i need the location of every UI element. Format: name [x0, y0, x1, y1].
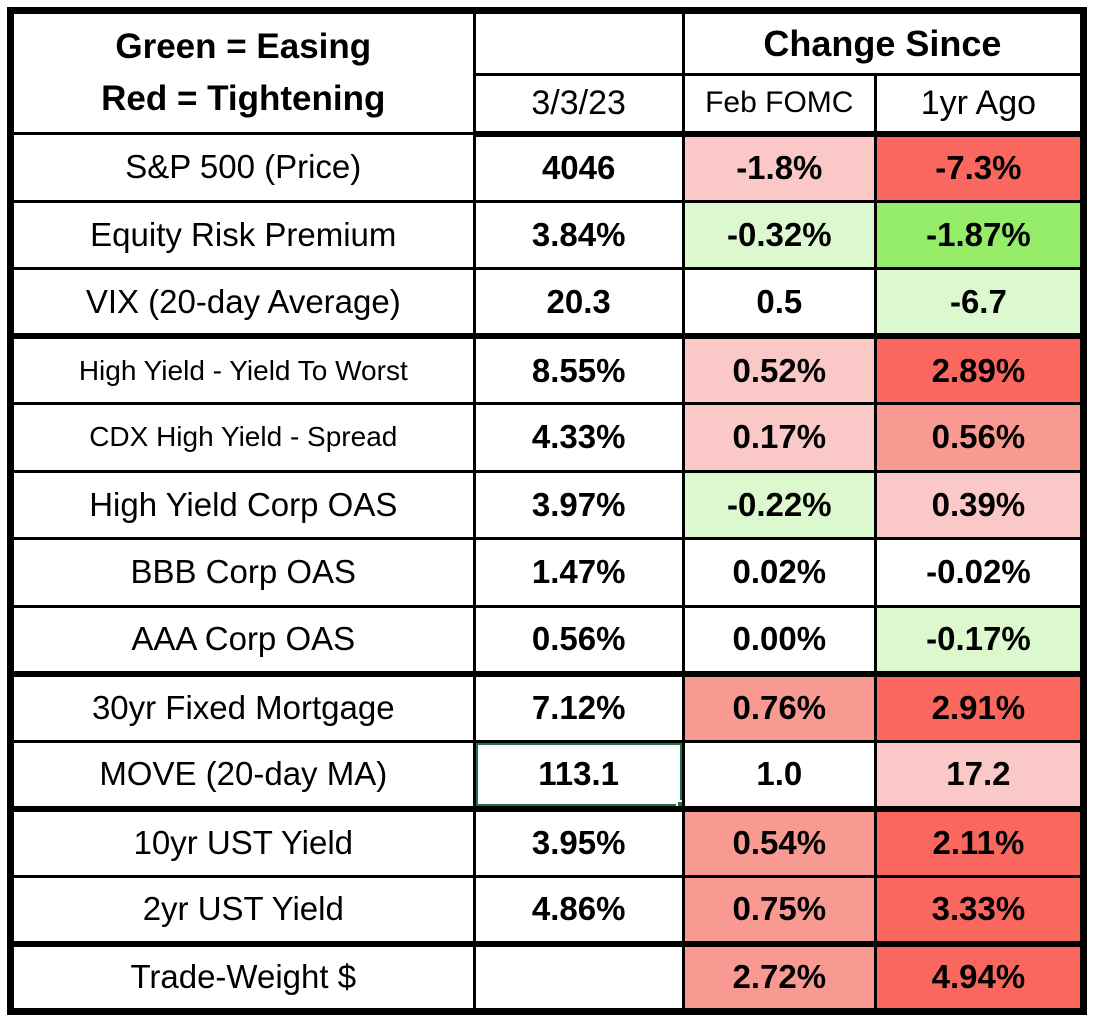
feb-change-cell[interactable]: -1.8%	[681, 132, 877, 203]
1yr-change-cell[interactable]: 4.94%	[873, 942, 1086, 1013]
row-label[interactable]: 30yr Fixed Mortgage	[9, 672, 476, 743]
value-cell[interactable]: 7.12%	[472, 672, 685, 743]
legend-tightening-label: Red = Tightening	[101, 79, 386, 118]
financial-conditions-table: Green = Easing Red = Tightening Change S…	[7, 7, 1087, 1015]
feb-change-cell[interactable]: 0.76%	[681, 672, 877, 743]
table-row-30yr-fixed-mortgage: 30yr Fixed Mortgage 7.12% 0.76% 2.91%	[9, 672, 1086, 743]
feb-fomc-column-header: Feb FOMC	[681, 73, 877, 137]
feb-change-cell[interactable]: 0.54%	[681, 807, 877, 878]
row-label[interactable]: 2yr UST Yield	[9, 874, 476, 947]
feb-change-cell[interactable]: 0.52%	[681, 334, 877, 406]
1yr-change-cell[interactable]: 2.89%	[873, 334, 1086, 406]
feb-change-cell[interactable]: 0.00%	[681, 604, 877, 677]
value-cell[interactable]: 0.56%	[472, 604, 685, 677]
table-row-high-yield-corp-oas: High Yield Corp OAS 3.97% -0.22% 0.39%	[9, 469, 1086, 541]
row-label[interactable]: MOVE (20-day MA)	[9, 739, 476, 812]
1yr-change-cell[interactable]: -6.7	[873, 267, 1086, 340]
row-label[interactable]: High Yield Corp OAS	[9, 469, 476, 541]
feb-change-cell[interactable]: -0.32%	[681, 199, 877, 271]
feb-change-cell[interactable]: 2.72%	[681, 942, 877, 1013]
1yr-change-cell[interactable]: 2.91%	[873, 672, 1086, 743]
row-label[interactable]: AAA Corp OAS	[9, 604, 476, 677]
date-column-header: 3/3/23	[472, 73, 685, 137]
1yr-change-cell[interactable]: -1.87%	[873, 199, 1086, 271]
header-row-group: Green = Easing Red = Tightening Change S…	[9, 9, 1086, 135]
1yr-change-cell[interactable]: 0.39%	[873, 469, 1086, 541]
1yr-ago-column-header: 1yr Ago	[873, 73, 1086, 137]
feb-change-cell[interactable]: 0.17%	[681, 402, 877, 473]
row-label[interactable]: High Yield - Yield To Worst	[9, 334, 476, 406]
value-cell[interactable]	[472, 942, 685, 1013]
row-label[interactable]: BBB Corp OAS	[9, 537, 476, 608]
feb-change-cell[interactable]: 1.0	[681, 739, 877, 812]
table-row-bbb-corp-oas: BBB Corp OAS 1.47% 0.02% -0.02%	[9, 537, 1086, 608]
row-label[interactable]: Trade-Weight $	[9, 942, 476, 1013]
header-row-columns: 3/3/23 Feb FOMC 1yr Ago	[11, 73, 1086, 137]
1yr-change-cell[interactable]: 3.33%	[873, 874, 1086, 947]
table-row-sp500: S&P 500 (Price) 4046 -1.8% -7.3%	[9, 132, 1086, 203]
value-cell[interactable]: 3.95%	[472, 807, 685, 878]
table-row-equity-risk-premium: Equity Risk Premium 3.84% -0.32% -1.87%	[9, 199, 1086, 271]
1yr-change-cell[interactable]: 0.56%	[873, 402, 1086, 473]
row-label[interactable]: VIX (20-day Average)	[9, 267, 476, 340]
table-row-aaa-corp-oas: AAA Corp OAS 0.56% 0.00% -0.17%	[9, 604, 1086, 677]
1yr-change-cell[interactable]: 17.2	[873, 739, 1086, 812]
value-cell[interactable]: 4046	[472, 132, 685, 203]
value-cell[interactable]: 1.47%	[472, 537, 685, 608]
table-row-vix: VIX (20-day Average) 20.3 0.5 -6.7	[9, 267, 1086, 340]
table-row-cdx-high-yield: CDX High Yield - Spread 4.33% 0.17% 0.56…	[9, 402, 1086, 473]
1yr-change-cell[interactable]: -0.02%	[873, 537, 1086, 608]
feb-change-cell[interactable]: 0.75%	[681, 874, 877, 947]
1yr-change-cell[interactable]: -7.3%	[873, 132, 1086, 203]
1yr-change-cell[interactable]: -0.17%	[873, 604, 1086, 677]
table-row-trade-weight-dollar: Trade-Weight $ 2.72% 4.94%	[9, 942, 1086, 1013]
value-cell[interactable]: 3.97%	[472, 469, 685, 541]
table-row-2yr-ust-yield: 2yr UST Yield 4.86% 0.75% 3.33%	[9, 874, 1086, 947]
table-row-high-yield-ytw: High Yield - Yield To Worst 8.55% 0.52% …	[9, 334, 1086, 406]
feb-change-cell[interactable]: 0.02%	[681, 537, 877, 608]
selected-cell[interactable]: 113.1	[472, 739, 685, 812]
row-label[interactable]: 10yr UST Yield	[9, 807, 476, 878]
value-cell[interactable]: 3.84%	[472, 199, 685, 271]
feb-change-cell[interactable]: -0.22%	[681, 469, 877, 541]
1yr-change-cell[interactable]: 2.11%	[873, 807, 1086, 878]
row-label[interactable]: Equity Risk Premium	[9, 199, 476, 271]
value-cell[interactable]: 20.3	[472, 267, 685, 340]
row-label[interactable]: S&P 500 (Price)	[9, 132, 476, 203]
legend-easing-label: Green = Easing	[115, 26, 372, 66]
color-legend-cell: Green = Easing Red = Tightening	[9, 9, 476, 135]
value-cell[interactable]: 4.86%	[472, 874, 685, 947]
table-row-move: MOVE (20-day MA) 113.1 1.0 17.2	[9, 739, 1086, 812]
change-since-group-header: Change Since	[681, 9, 1086, 76]
value-cell[interactable]: 8.55%	[472, 334, 685, 406]
value-cell[interactable]: 4.33%	[472, 402, 685, 473]
table-row-10yr-ust-yield: 10yr UST Yield 3.95% 0.54% 2.11%	[9, 807, 1086, 878]
feb-change-cell[interactable]: 0.5	[681, 267, 877, 340]
row-label[interactable]: CDX High Yield - Spread	[9, 402, 476, 473]
blank-header-cell[interactable]	[472, 9, 685, 76]
